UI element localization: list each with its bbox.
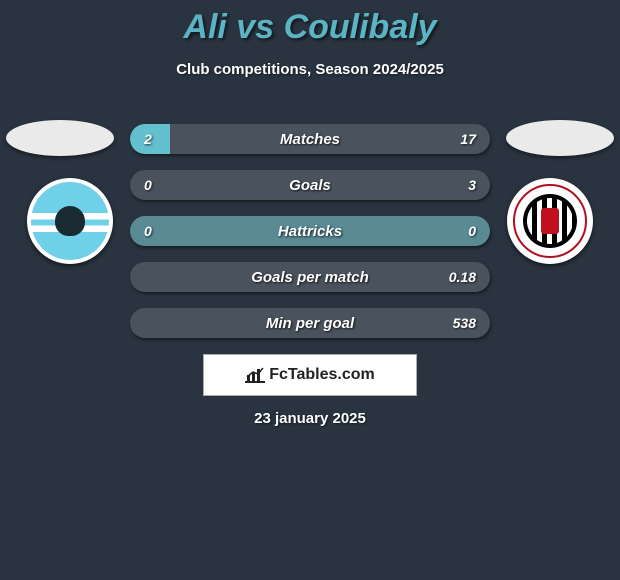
- date-line: 23 january 2025: [0, 410, 620, 427]
- page-title: Ali vs Coulibaly: [0, 0, 620, 47]
- brand-box[interactable]: FcTables.com: [203, 354, 417, 396]
- club-badge-right-art: [513, 184, 587, 258]
- stat-bar: Goals per match0.18: [130, 262, 490, 292]
- brand-text: FcTables.com: [269, 366, 375, 384]
- stat-bars: 2Matches170Goals30Hattricks0Goals per ma…: [130, 124, 490, 354]
- club-badge-right: [507, 178, 593, 264]
- bar-label: Matches: [130, 131, 490, 148]
- flag-right-placeholder: [506, 120, 614, 156]
- bar-value-right: 17: [460, 131, 476, 147]
- bar-label: Hattricks: [130, 223, 490, 240]
- bar-value-right: 538: [453, 315, 476, 331]
- subtitle: Club competitions, Season 2024/2025: [0, 61, 620, 78]
- stat-bar: 0Goals3: [130, 170, 490, 200]
- bar-label: Goals: [130, 177, 490, 194]
- stat-bar: Min per goal538: [130, 308, 490, 338]
- bar-label: Goals per match: [130, 269, 490, 286]
- stat-bar: 0Hattricks0: [130, 216, 490, 246]
- stat-bar: 2Matches17: [130, 124, 490, 154]
- bar-value-right: 3: [468, 177, 476, 193]
- club-badge-left-art: [31, 182, 109, 260]
- flag-left-placeholder: [6, 120, 114, 156]
- brand-chart-icon: [245, 367, 265, 383]
- bar-value-right: 0: [468, 223, 476, 239]
- bar-label: Min per goal: [130, 315, 490, 332]
- club-badge-left: [27, 178, 113, 264]
- bar-value-right: 0.18: [449, 269, 476, 285]
- club-badge-right-figure: [541, 208, 559, 234]
